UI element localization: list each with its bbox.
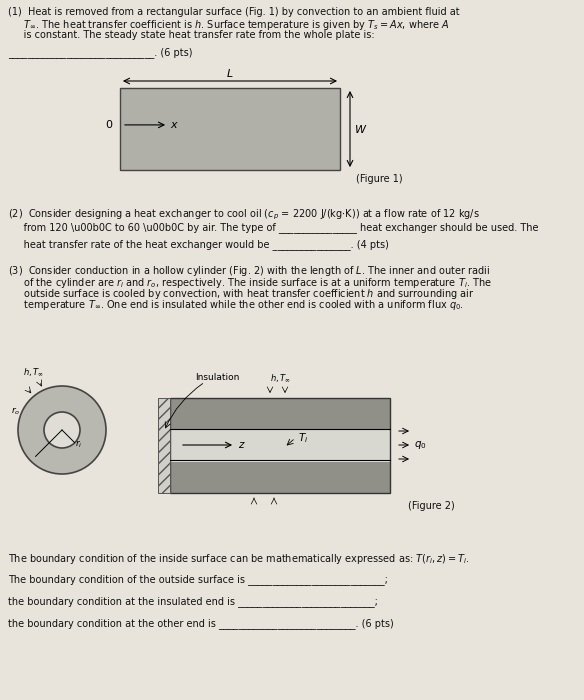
Text: temperature $T_\infty$. One end is insulated while the other end is cooled with : temperature $T_\infty$. One end is insul… xyxy=(8,298,464,312)
Text: $W$: $W$ xyxy=(354,123,367,135)
Text: Insulation: Insulation xyxy=(195,373,239,382)
Text: the boundary condition at the other end is ____________________________. (6 pts): the boundary condition at the other end … xyxy=(8,618,394,629)
Bar xyxy=(158,398,170,493)
Text: 0: 0 xyxy=(105,120,112,130)
Text: $T_i$: $T_i$ xyxy=(298,431,308,444)
Text: is constant. The steady state heat transfer rate from the whole plate is:: is constant. The steady state heat trans… xyxy=(8,30,374,40)
Circle shape xyxy=(44,412,80,448)
Text: outside surface is cooled by convection, with heat transfer coefficient $h$ and : outside surface is cooled by convection,… xyxy=(8,287,474,301)
Text: (Figure 2): (Figure 2) xyxy=(408,501,455,511)
Text: $x$: $x$ xyxy=(170,120,179,130)
Bar xyxy=(170,462,390,493)
Text: $h,T_\infty$: $h,T_\infty$ xyxy=(270,372,290,384)
Text: $z$: $z$ xyxy=(238,440,246,450)
Circle shape xyxy=(18,386,106,474)
Bar xyxy=(170,429,390,460)
Bar xyxy=(170,398,390,429)
Text: $T_\infty$. The heat transfer coefficient is $h$. Surface temperature is given b: $T_\infty$. The heat transfer coefficien… xyxy=(8,18,449,32)
Text: (3)  Consider conduction in a hollow cylinder (Fig. 2) with the length of $L$. T: (3) Consider conduction in a hollow cyli… xyxy=(8,264,490,278)
Text: $r_o$: $r_o$ xyxy=(11,405,20,416)
Bar xyxy=(120,88,340,170)
Bar xyxy=(170,398,390,493)
Text: (Figure 1): (Figure 1) xyxy=(356,174,402,184)
Text: $L$: $L$ xyxy=(226,67,234,79)
Text: of the cylinder are $r_i$ and $r_o$, respectively. The inside surface is at a un: of the cylinder are $r_i$ and $r_o$, res… xyxy=(8,276,492,290)
Text: heat transfer rate of the heat exchanger would be ________________. (4 pts): heat transfer rate of the heat exchanger… xyxy=(8,239,389,250)
Text: from 120 \u00b0C to 60 \u00b0C by air. The type of ________________ heat exchang: from 120 \u00b0C to 60 \u00b0C by air. T… xyxy=(8,223,538,233)
Text: The boundary condition of the outside surface is ____________________________;: The boundary condition of the outside su… xyxy=(8,574,388,585)
Text: $h,T_\infty$: $h,T_\infty$ xyxy=(23,366,44,378)
Text: ______________________________. (6 pts): ______________________________. (6 pts) xyxy=(8,48,193,58)
Text: $q_0$: $q_0$ xyxy=(414,439,427,451)
Text: (1)  Heat is removed from a rectangular surface (Fig. 1) by convection to an amb: (1) Heat is removed from a rectangular s… xyxy=(8,7,460,17)
Text: the boundary condition at the insulated end is ____________________________;: the boundary condition at the insulated … xyxy=(8,596,378,607)
Text: The boundary condition of the inside surface can be mathematically expressed as:: The boundary condition of the inside sur… xyxy=(8,552,470,566)
Text: (2)  Consider designing a heat exchanger to cool oil ($c_p$ = 2200 J/(kg$\cdot$K: (2) Consider designing a heat exchanger … xyxy=(8,208,480,223)
Text: $r_i$: $r_i$ xyxy=(75,439,82,451)
